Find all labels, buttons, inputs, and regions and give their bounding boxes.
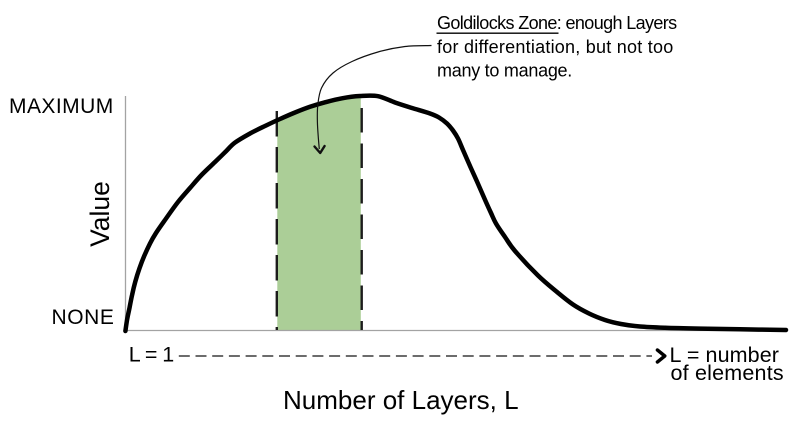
svg-text:for differentiation, but not t: for differentiation, but not too: [437, 37, 674, 57]
svg-text:many to manage.: many to manage.: [437, 61, 572, 81]
svg-text:L = number: L = number: [670, 343, 780, 367]
svg-text:L = 1: L = 1: [129, 342, 174, 366]
svg-text:MAXIMUM: MAXIMUM: [9, 95, 114, 118]
svg-text:Number of Layers, L: Number of Layers, L: [283, 385, 519, 415]
svg-text:Goldilocks Zone: enough Layers: Goldilocks Zone: enough Layers: [437, 13, 677, 33]
svg-text:Value: Value: [85, 181, 115, 247]
svg-text:of elements: of elements: [671, 361, 784, 385]
svg-text:NONE: NONE: [52, 306, 115, 329]
